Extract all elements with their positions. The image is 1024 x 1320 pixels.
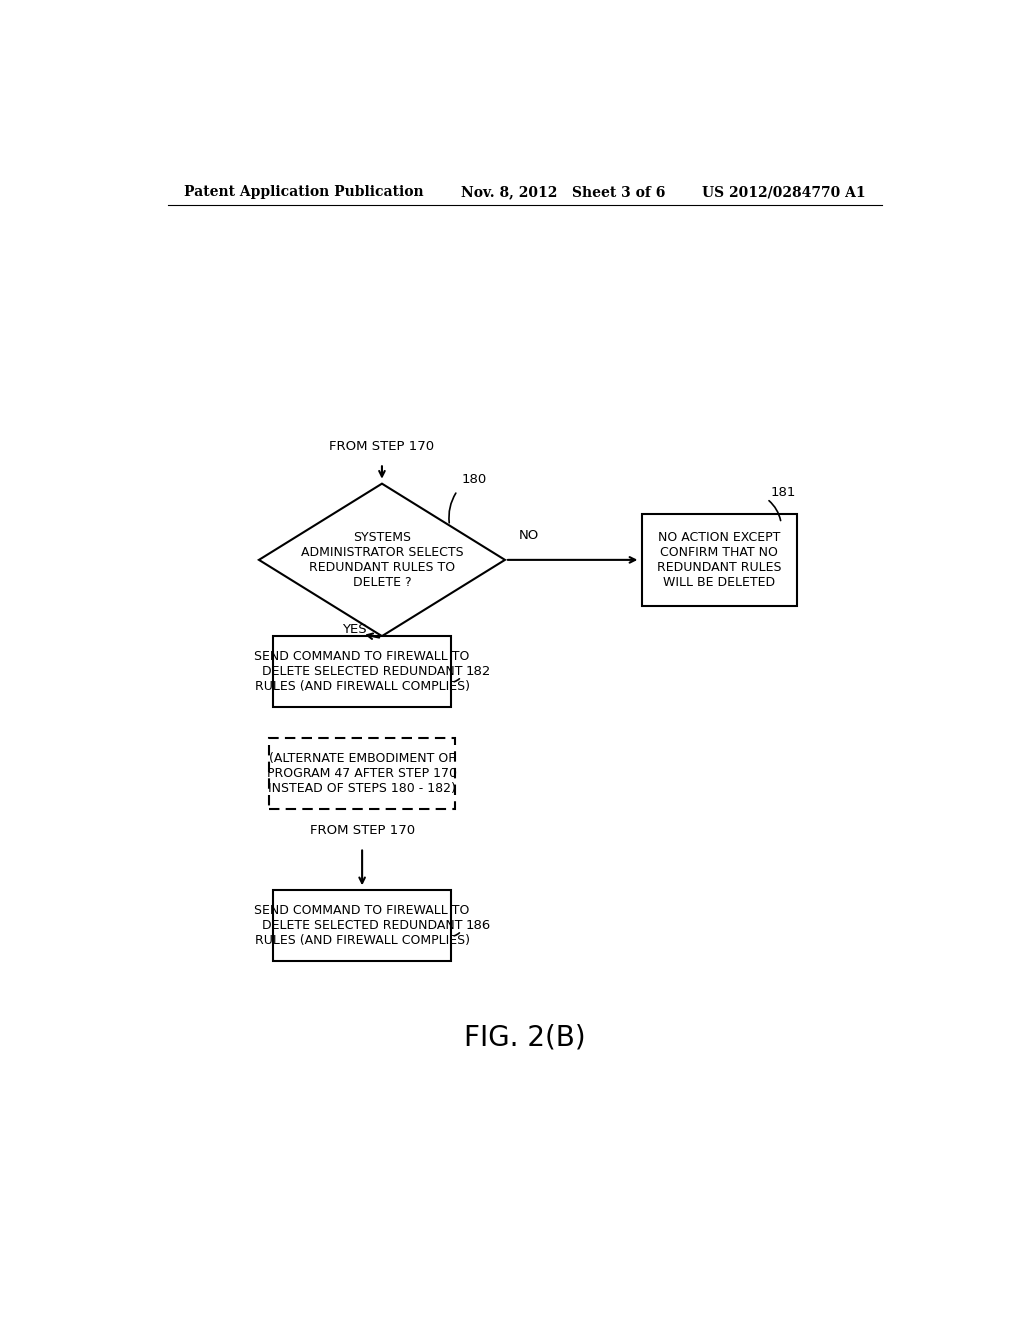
- Text: 180: 180: [461, 473, 486, 486]
- Text: SYSTEMS
ADMINISTRATOR SELECTS
REDUNDANT RULES TO
DELETE ?: SYSTEMS ADMINISTRATOR SELECTS REDUNDANT …: [301, 531, 463, 589]
- Text: SEND COMMAND TO FIREWALL TO
DELETE SELECTED REDUNDANT
RULES (AND FIREWALL COMPLI: SEND COMMAND TO FIREWALL TO DELETE SELEC…: [254, 904, 470, 948]
- Text: SEND COMMAND TO FIREWALL TO
DELETE SELECTED REDUNDANT
RULES (AND FIREWALL COMPLI: SEND COMMAND TO FIREWALL TO DELETE SELEC…: [254, 651, 470, 693]
- Text: NO ACTION EXCEPT
CONFIRM THAT NO
REDUNDANT RULES
WILL BE DELETED: NO ACTION EXCEPT CONFIRM THAT NO REDUNDA…: [657, 531, 781, 589]
- Text: FROM STEP 170: FROM STEP 170: [309, 825, 415, 837]
- Text: 186: 186: [465, 919, 490, 932]
- Text: 182: 182: [465, 665, 490, 678]
- Text: FIG. 2(B): FIG. 2(B): [464, 1023, 586, 1052]
- Text: 181: 181: [771, 486, 797, 499]
- Text: FROM STEP 170: FROM STEP 170: [330, 440, 434, 453]
- Text: Nov. 8, 2012   Sheet 3 of 6: Nov. 8, 2012 Sheet 3 of 6: [461, 185, 666, 199]
- Text: YES: YES: [342, 623, 367, 636]
- Text: NO: NO: [518, 528, 539, 541]
- Text: Patent Application Publication: Patent Application Publication: [183, 185, 423, 199]
- Bar: [642, 515, 797, 606]
- Bar: [269, 738, 456, 809]
- Bar: [272, 636, 452, 708]
- Bar: [272, 890, 452, 961]
- Text: (ALTERNATE EMBODIMENT OF
PROGRAM 47 AFTER STEP 170
INSTEAD OF STEPS 180 - 182): (ALTERNATE EMBODIMENT OF PROGRAM 47 AFTE…: [267, 752, 457, 795]
- Text: US 2012/0284770 A1: US 2012/0284770 A1: [702, 185, 866, 199]
